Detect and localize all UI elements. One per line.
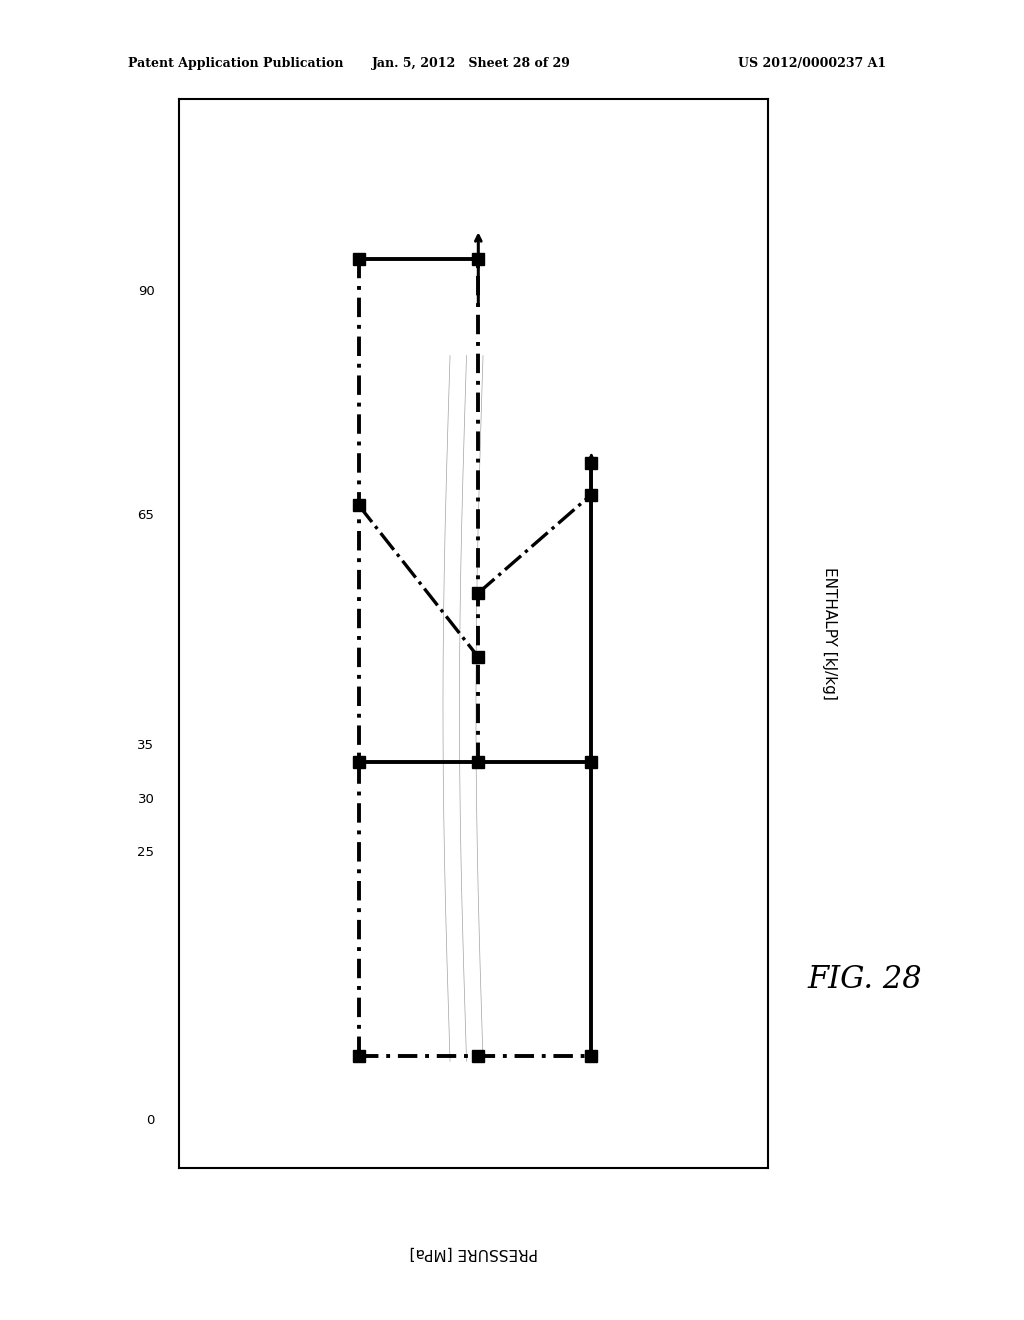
Text: US 2012/0000237 A1: US 2012/0000237 A1 [737, 57, 886, 70]
Text: Patent Application Publication: Patent Application Publication [128, 57, 343, 70]
Text: 0: 0 [146, 1114, 155, 1126]
Text: Jan. 5, 2012   Sheet 28 of 29: Jan. 5, 2012 Sheet 28 of 29 [372, 57, 570, 70]
Text: 30: 30 [137, 793, 155, 805]
Text: 65: 65 [137, 510, 155, 523]
Text: 25: 25 [137, 846, 155, 859]
Text: 35: 35 [137, 739, 155, 752]
Text: PRESSURE [MPa]: PRESSURE [MPa] [410, 1245, 538, 1261]
Text: ENTHALPY [kJ/kg]: ENTHALPY [kJ/kg] [822, 568, 838, 700]
Text: FIG. 28: FIG. 28 [808, 964, 923, 995]
Text: 90: 90 [137, 285, 155, 298]
